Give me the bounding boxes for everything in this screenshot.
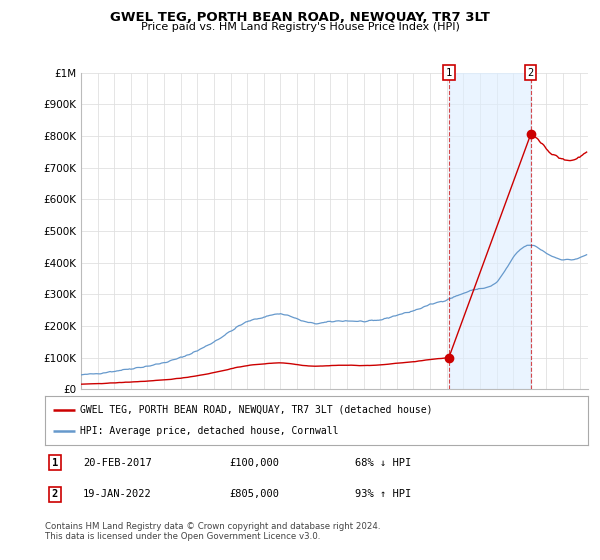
Text: 2: 2 bbox=[52, 489, 58, 500]
Bar bbox=[449, 73, 530, 389]
Text: GWEL TEG, PORTH BEAN ROAD, NEWQUAY, TR7 3LT: GWEL TEG, PORTH BEAN ROAD, NEWQUAY, TR7 … bbox=[110, 11, 490, 24]
Text: 1: 1 bbox=[446, 68, 452, 78]
Text: Contains HM Land Registry data © Crown copyright and database right 2024.
This d: Contains HM Land Registry data © Crown c… bbox=[45, 522, 380, 542]
Text: 20-FEB-2017: 20-FEB-2017 bbox=[83, 458, 152, 468]
Text: 1: 1 bbox=[52, 458, 58, 468]
Text: Price paid vs. HM Land Registry's House Price Index (HPI): Price paid vs. HM Land Registry's House … bbox=[140, 22, 460, 32]
Text: 2: 2 bbox=[527, 68, 534, 78]
Text: £805,000: £805,000 bbox=[230, 489, 280, 500]
Text: £100,000: £100,000 bbox=[230, 458, 280, 468]
Text: HPI: Average price, detached house, Cornwall: HPI: Average price, detached house, Corn… bbox=[80, 426, 339, 436]
Text: GWEL TEG, PORTH BEAN ROAD, NEWQUAY, TR7 3LT (detached house): GWEL TEG, PORTH BEAN ROAD, NEWQUAY, TR7 … bbox=[80, 405, 433, 415]
Text: 19-JAN-2022: 19-JAN-2022 bbox=[83, 489, 152, 500]
Text: 68% ↓ HPI: 68% ↓ HPI bbox=[355, 458, 411, 468]
Text: 93% ↑ HPI: 93% ↑ HPI bbox=[355, 489, 411, 500]
